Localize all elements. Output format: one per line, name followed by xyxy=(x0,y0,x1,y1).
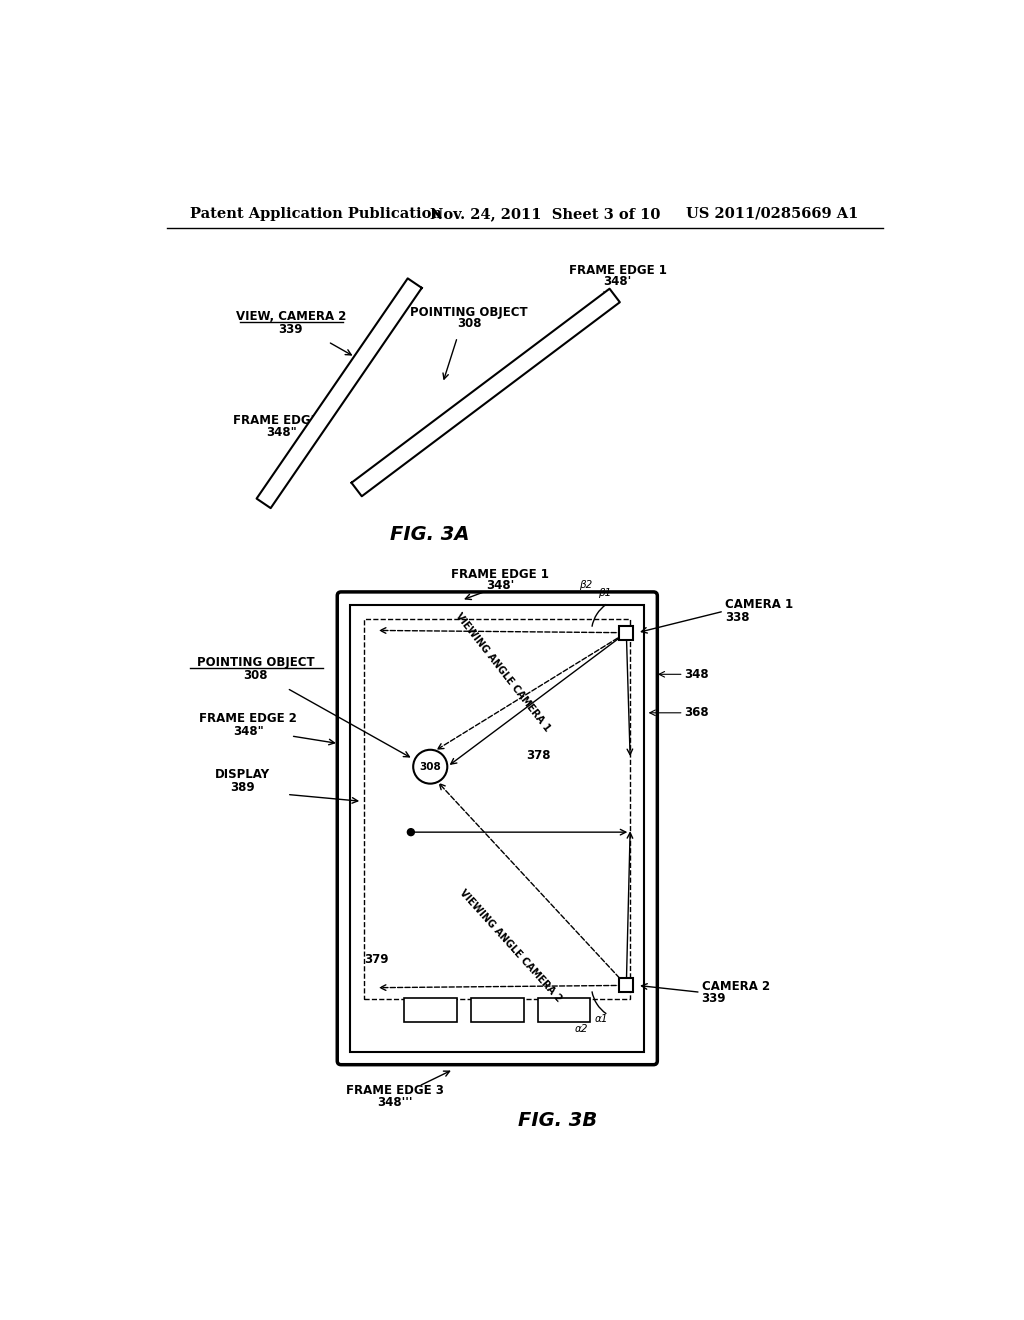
Text: FRAME EDGE 2: FRAME EDGE 2 xyxy=(200,713,297,726)
Text: 348': 348' xyxy=(604,275,632,288)
Text: 339: 339 xyxy=(279,323,303,335)
Text: FIG. 3A: FIG. 3A xyxy=(390,524,470,544)
Bar xyxy=(404,998,457,1022)
Text: 338: 338 xyxy=(725,611,750,624)
Text: FRAME EDGE 3: FRAME EDGE 3 xyxy=(346,1084,444,1097)
Text: 308: 308 xyxy=(244,669,268,682)
Text: VIEWING ANGLE CAMERA 2: VIEWING ANGLE CAMERA 2 xyxy=(458,888,564,1005)
FancyBboxPatch shape xyxy=(337,591,657,1065)
Text: FRAME EDGE 1: FRAME EDGE 1 xyxy=(451,568,549,581)
Bar xyxy=(471,998,523,1022)
Text: 348": 348" xyxy=(266,426,297,440)
Text: 368: 368 xyxy=(684,706,709,719)
Text: 348: 348 xyxy=(684,668,709,681)
Circle shape xyxy=(408,829,415,836)
Text: 378: 378 xyxy=(526,748,551,762)
Text: FRAME EDGE 1: FRAME EDGE 1 xyxy=(569,264,667,277)
Text: US 2011/0285669 A1: US 2011/0285669 A1 xyxy=(686,207,858,220)
Text: Nov. 24, 2011  Sheet 3 of 10: Nov. 24, 2011 Sheet 3 of 10 xyxy=(430,207,660,220)
Text: FIG. 3B: FIG. 3B xyxy=(518,1111,598,1130)
Text: CAMERA 2: CAMERA 2 xyxy=(701,979,770,993)
Text: POINTING OBJECT: POINTING OBJECT xyxy=(411,306,527,319)
Text: β1: β1 xyxy=(598,587,611,598)
Text: Patent Application Publication: Patent Application Publication xyxy=(190,207,442,220)
Text: 379: 379 xyxy=(364,953,388,966)
Bar xyxy=(538,998,590,1022)
Text: CAMERA 1: CAMERA 1 xyxy=(725,598,793,611)
Text: 339: 339 xyxy=(701,991,726,1005)
Circle shape xyxy=(414,750,447,784)
Text: POINTING OBJECT: POINTING OBJECT xyxy=(197,656,314,669)
Text: DISPLAY: DISPLAY xyxy=(215,768,270,781)
Text: 348''': 348''' xyxy=(378,1096,413,1109)
Polygon shape xyxy=(257,279,422,508)
Text: FRAME EDGE 2: FRAME EDGE 2 xyxy=(232,413,331,426)
Text: 348': 348' xyxy=(485,579,514,593)
Text: 348": 348" xyxy=(232,725,263,738)
Text: 308: 308 xyxy=(420,762,441,772)
Text: 308: 308 xyxy=(457,317,481,330)
Bar xyxy=(365,619,630,999)
Text: β2: β2 xyxy=(580,579,593,590)
Bar xyxy=(350,605,644,1052)
Text: α1: α1 xyxy=(595,1014,608,1024)
Text: α2: α2 xyxy=(574,1023,588,1034)
Text: VIEWING ANGLE CAMERA 1: VIEWING ANGLE CAMERA 1 xyxy=(454,611,552,733)
Polygon shape xyxy=(351,289,620,496)
Text: VIEW, CAMERA 2: VIEW, CAMERA 2 xyxy=(236,310,346,323)
Text: 389: 389 xyxy=(230,781,255,795)
